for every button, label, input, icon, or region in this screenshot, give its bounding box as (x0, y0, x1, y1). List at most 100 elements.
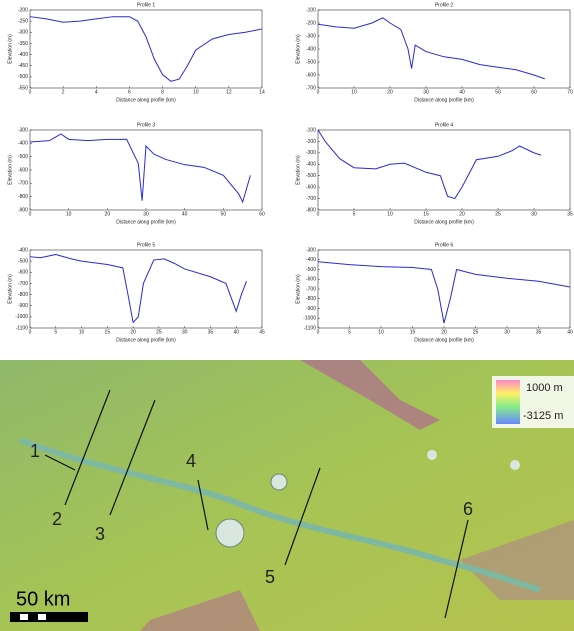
x-tick-label: 30 (182, 329, 188, 335)
y-tick-label: -800 (306, 296, 316, 302)
x-tick-label: 50 (221, 211, 227, 217)
x-tick-label: 10 (351, 89, 357, 95)
legend-colorbar (496, 380, 520, 424)
chart-title: Profile 1 (137, 2, 156, 8)
x-tick-label: 40 (459, 89, 465, 95)
chart: Profile 2 Distance along profile (km) Elev… (295, 2, 573, 103)
map-label: 1 (30, 441, 40, 461)
y-tick-label: -900 (18, 303, 28, 309)
y-tick-label: -1100 (16, 325, 29, 331)
y-tick-label: -300 (18, 127, 28, 133)
y-tick-label: -350 (18, 41, 28, 47)
x-tick-label: 25 (495, 211, 501, 217)
legend-label: 1000 m (526, 382, 563, 394)
y-tick-label: -800 (306, 207, 316, 213)
y-tick-label: -400 (306, 46, 316, 52)
y-axis-label: Elevation (m) (7, 274, 13, 304)
y-tick-label: -900 (18, 207, 28, 213)
x-tick-label: 4 (95, 89, 98, 95)
crater (216, 519, 244, 547)
crater (510, 460, 520, 470)
map-label: 3 (95, 524, 105, 544)
chart-title: Profile 2 (435, 2, 454, 8)
x-axis-label: Distance along profile (km) (414, 97, 474, 103)
x-tick-label: 60 (259, 211, 265, 217)
scale-segment (20, 614, 28, 620)
y-tick-label: -600 (306, 277, 316, 283)
x-tick-label: 0 (29, 89, 32, 95)
y-tick-label: -800 (18, 292, 28, 298)
x-tick-label: 70 (567, 89, 573, 95)
y-tick-label: -100 (306, 7, 316, 13)
x-tick-label: 20 (387, 89, 393, 95)
chart-title: Profile 6 (435, 242, 454, 248)
x-tick-label: 40 (567, 329, 573, 335)
y-tick-label: -300 (306, 150, 316, 156)
scale-label: 50 km (16, 588, 70, 610)
x-tick-label: 12 (226, 89, 232, 95)
y-axis-label: Elevation (m) (7, 155, 13, 185)
x-tick-label: 35 (567, 211, 573, 217)
x-tick-label: 10 (79, 329, 85, 335)
x-tick-label: 5 (54, 329, 57, 335)
y-tick-label: -500 (18, 258, 28, 264)
x-tick-label: 15 (410, 329, 416, 335)
x-tick-label: 8 (161, 89, 164, 95)
x-axis-label: Distance along profile (km) (116, 97, 176, 103)
x-tick-label: 0 (317, 329, 320, 335)
x-tick-label: 5 (353, 211, 356, 217)
y-tick-label: -250 (18, 18, 28, 24)
x-tick-label: 20 (130, 329, 136, 335)
plot-area (318, 130, 570, 210)
x-tick-label: 15 (105, 329, 111, 335)
x-tick-label: 30 (531, 211, 537, 217)
chart-title: Profile 4 (435, 122, 454, 128)
scale-bar (10, 612, 88, 622)
y-tick-label: -200 (18, 7, 28, 13)
y-axis-label: Elevation (m) (295, 155, 301, 185)
chart: Profile 1 Distance along profile (km) Elev… (7, 2, 265, 103)
map-label: 6 (463, 499, 473, 519)
x-axis-label: Distance along profile (km) (414, 337, 474, 343)
chart-title: Profile 5 (137, 242, 156, 248)
scale-segment (38, 614, 46, 620)
y-tick-label: -700 (306, 196, 316, 202)
chart-title: Profile 3 (137, 122, 156, 128)
y-tick-label: -400 (18, 52, 28, 58)
y-tick-label: -550 (18, 85, 28, 91)
y-axis-label: Elevation (m) (7, 34, 13, 64)
x-tick-label: 40 (233, 329, 239, 335)
x-tick-label: 30 (423, 89, 429, 95)
y-tick-label: -700 (18, 181, 28, 187)
y-axis-label: Elevation (m) (295, 274, 301, 304)
x-axis-label: Distance along profile (km) (116, 219, 176, 225)
y-tick-label: -300 (306, 247, 316, 253)
x-tick-label: 60 (531, 89, 537, 95)
y-tick-label: -1000 (303, 316, 316, 322)
y-tick-label: -500 (18, 154, 28, 160)
crater (271, 474, 287, 490)
x-tick-label: 10 (193, 89, 199, 95)
y-tick-label: -1000 (15, 314, 28, 320)
y-axis-label: Elevation (m) (295, 34, 301, 64)
y-tick-label: -400 (18, 247, 28, 253)
y-tick-label: -200 (306, 20, 316, 26)
map-label: 5 (265, 567, 275, 587)
y-tick-label: -700 (18, 281, 28, 287)
x-tick-label: 30 (504, 329, 510, 335)
chart: Profile 6 Distance along profile (km) Elev… (295, 242, 573, 343)
x-tick-label: 35 (208, 329, 214, 335)
chart: Profile 3 Distance along profile (km) Elev… (7, 122, 265, 225)
x-tick-label: 10 (378, 329, 384, 335)
y-tick-label: -400 (306, 257, 316, 263)
y-tick-label: -450 (18, 63, 28, 69)
plot-area (30, 250, 262, 328)
x-tick-label: 45 (259, 329, 265, 335)
y-tick-label: -600 (18, 167, 28, 173)
y-tick-label: -600 (306, 184, 316, 190)
x-tick-label: 0 (317, 211, 320, 217)
x-tick-label: 0 (29, 211, 32, 217)
legend-label: -3125 m (523, 410, 563, 422)
x-tick-label: 10 (66, 211, 72, 217)
